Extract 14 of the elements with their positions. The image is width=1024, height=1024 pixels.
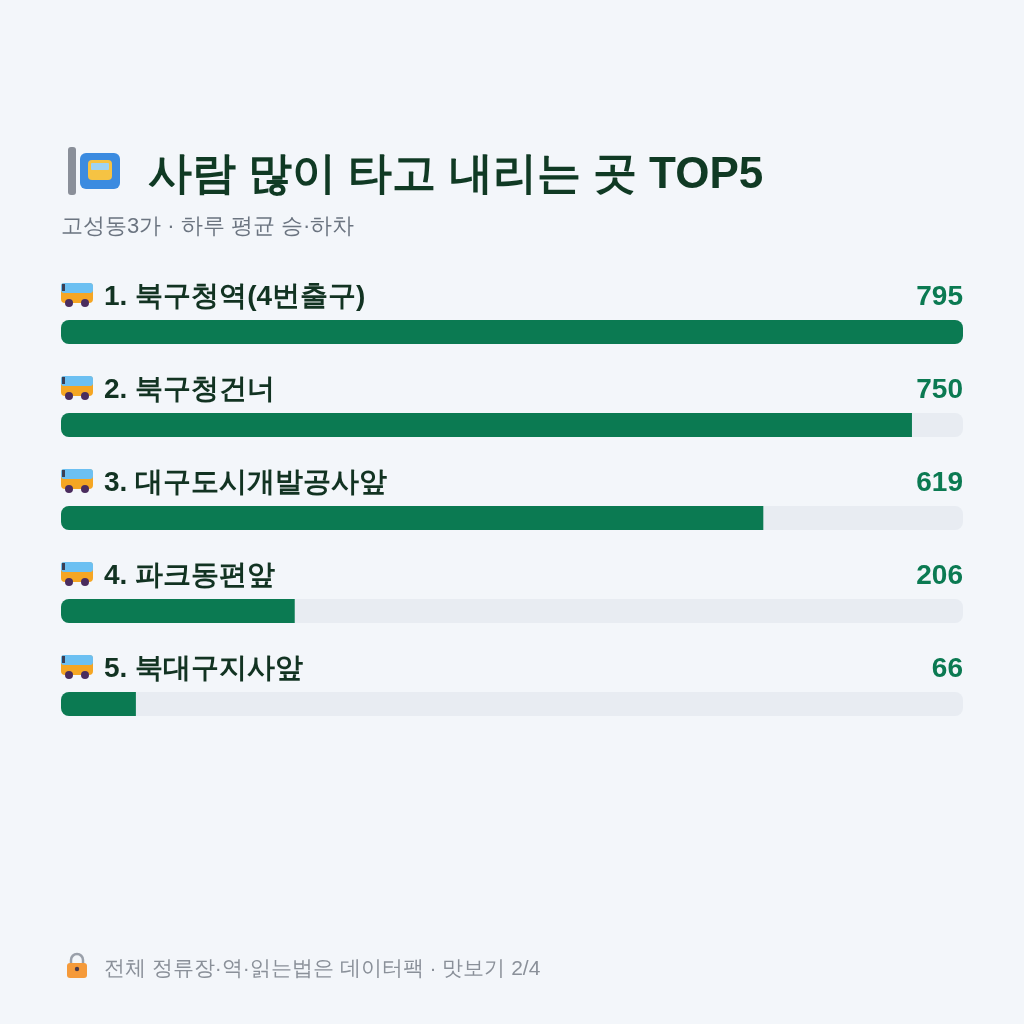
y-tick-label: 2. 북구청건너 (104, 373, 276, 404)
data-label: 206 (916, 559, 963, 590)
chart-subtitle: 고성동3가 · 하루 평균 승·하차 (61, 213, 355, 238)
bar (61, 692, 136, 716)
data-label: 795 (916, 280, 963, 311)
text: 전체 정류장·역·읽는법은 데이터팩 · 맛보기 2/4 (104, 956, 541, 979)
y-tick-label: 1. 북구청역(4번출구) (104, 280, 366, 311)
chart-title: 사람 많이 타고 내리는 곳 TOP5 (148, 148, 764, 197)
y-tick-label: 3. 대구도시개발공사앞 (104, 466, 388, 497)
data-label: 619 (916, 466, 963, 497)
data-label: 750 (916, 373, 963, 404)
y-tick-label: 5. 북대구지사앞 (104, 652, 304, 683)
y-tick-label: 4. 파크동편앞 (104, 559, 276, 590)
data-label: 66 (931, 652, 963, 683)
